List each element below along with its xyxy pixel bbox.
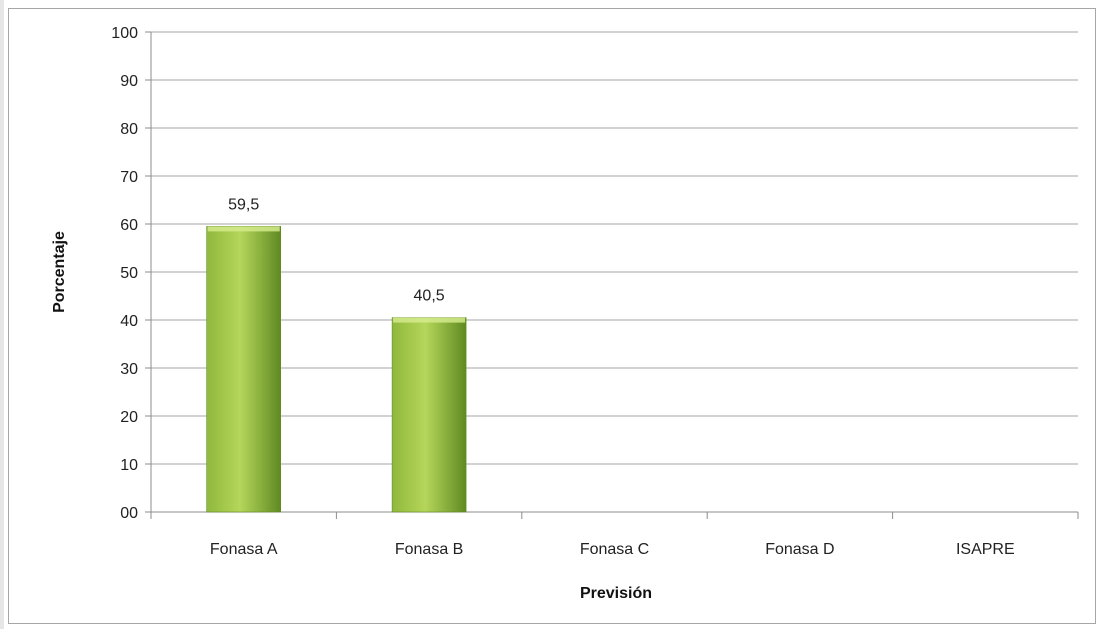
x-tick-label: Fonasa C	[580, 541, 649, 558]
y-tick-label: 00	[120, 505, 138, 522]
window-edge	[0, 0, 4, 629]
x-tick-label: ISAPRE	[956, 541, 1015, 558]
bar-highlight	[207, 226, 280, 232]
y-tick-label: 30	[120, 361, 138, 378]
x-tick-label: Fonasa A	[210, 541, 278, 558]
axes	[150, 32, 1079, 519]
data-labels: 59,5 40,5	[228, 196, 445, 304]
x-tick-label: Fonasa B	[395, 541, 463, 558]
x-tick-labels: Fonasa A Fonasa B Fonasa C Fonasa D ISAPRE	[210, 541, 1015, 558]
bar	[206, 226, 281, 513]
bars	[206, 226, 467, 513]
y-tick-label: 70	[120, 169, 138, 186]
y-tick-label: 50	[120, 265, 138, 282]
x-axis-title: Previsión	[580, 585, 652, 602]
y-tick-labels: 00 10 20 30 40 50 60 70 80 90 100	[111, 25, 138, 522]
gridlines	[145, 31, 1078, 513]
y-tick-label: 40	[120, 313, 138, 330]
y-tick-label: 90	[120, 73, 138, 90]
bar	[391, 317, 467, 513]
y-tick-label: 10	[120, 457, 138, 474]
chart-frame	[8, 8, 1096, 624]
y-tick-label: 80	[120, 121, 138, 138]
bar-highlight	[393, 317, 466, 323]
y-tick-label: 100	[111, 25, 138, 42]
x-tick-label: Fonasa D	[765, 541, 834, 558]
data-label: 40,5	[414, 288, 445, 305]
y-tick-label: 20	[120, 409, 138, 426]
data-label: 59,5	[228, 196, 259, 213]
y-tick-label: 60	[120, 217, 138, 234]
y-axis-title: Porcentaje	[51, 231, 68, 313]
